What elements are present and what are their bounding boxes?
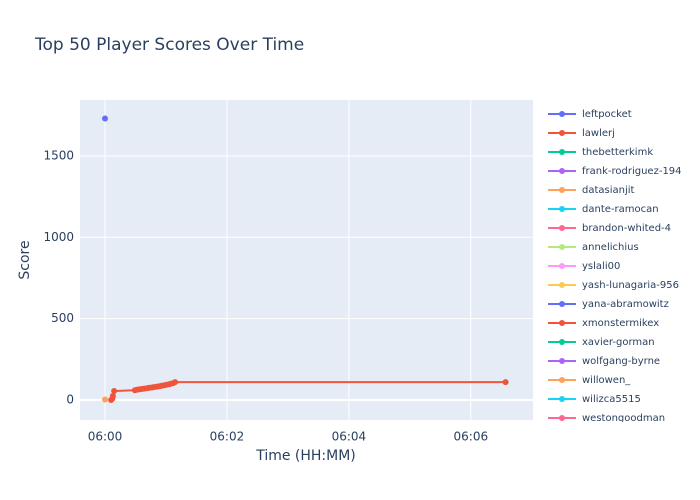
- legend-label: yash-lunagaria-956: [582, 280, 679, 291]
- legend-label: wolfgang-byrne: [582, 356, 660, 367]
- x-tick-label: 06:04: [332, 430, 367, 444]
- legend-marker: [559, 130, 565, 136]
- y-tick-label: 1500: [43, 148, 74, 162]
- legend-marker: [559, 149, 565, 155]
- legend-label: lawlerj: [582, 128, 615, 139]
- legend-label: yslali00: [582, 261, 620, 272]
- x-tick-label: 06:02: [210, 430, 245, 444]
- legend-label: yana-abramowitz: [582, 299, 669, 310]
- legend-label: wilizca5515: [582, 394, 641, 405]
- legend-marker: [559, 168, 565, 174]
- legend-label: willowen_: [582, 375, 631, 386]
- legend-label: brandon-whited-4: [582, 223, 671, 234]
- x-tick-label: 06:06: [454, 430, 489, 444]
- legend-marker: [559, 244, 565, 250]
- x-axis-title: Time (HH:MM): [255, 448, 356, 464]
- y-axis-title: Score: [17, 240, 33, 279]
- data-point: [101, 115, 108, 122]
- legend-label: dante-ramocan: [582, 204, 659, 215]
- legend-label: leftpocket: [582, 109, 632, 120]
- legend-label: annelichius: [582, 242, 639, 253]
- legend-label: frank-rodriguez-194: [582, 166, 682, 177]
- x-tick-label: 06:00: [88, 430, 123, 444]
- plot-area: [80, 100, 533, 420]
- legend-label: xavier-gorman: [582, 337, 655, 348]
- data-point: [502, 379, 509, 386]
- legend-marker: [559, 415, 565, 421]
- legend-marker: [559, 339, 565, 345]
- legend-marker: [559, 301, 565, 307]
- data-point: [101, 396, 108, 403]
- legend-marker: [559, 225, 565, 231]
- legend-label: westongoodman: [582, 413, 665, 424]
- legend-label: xmonstermikex: [582, 318, 659, 329]
- legend-marker: [559, 187, 565, 193]
- chart-title: Top 50 Player Scores Over Time: [34, 35, 304, 55]
- legend-marker: [559, 206, 565, 212]
- legend-marker: [559, 358, 565, 364]
- y-tick-label: 0: [66, 392, 74, 406]
- legend-marker: [559, 396, 565, 402]
- data-point: [111, 388, 118, 395]
- data-point: [109, 392, 116, 399]
- y-tick-label: 500: [51, 311, 74, 325]
- data-point: [172, 379, 179, 386]
- legend-marker: [559, 377, 565, 383]
- legend-marker: [559, 282, 565, 288]
- legend-label: thebetterkimk: [582, 147, 653, 158]
- y-tick-label: 1000: [43, 230, 74, 244]
- legend-marker: [559, 111, 565, 117]
- legend-label: datasianjit: [582, 185, 635, 196]
- legend-marker: [559, 263, 565, 269]
- legend-marker: [559, 320, 565, 326]
